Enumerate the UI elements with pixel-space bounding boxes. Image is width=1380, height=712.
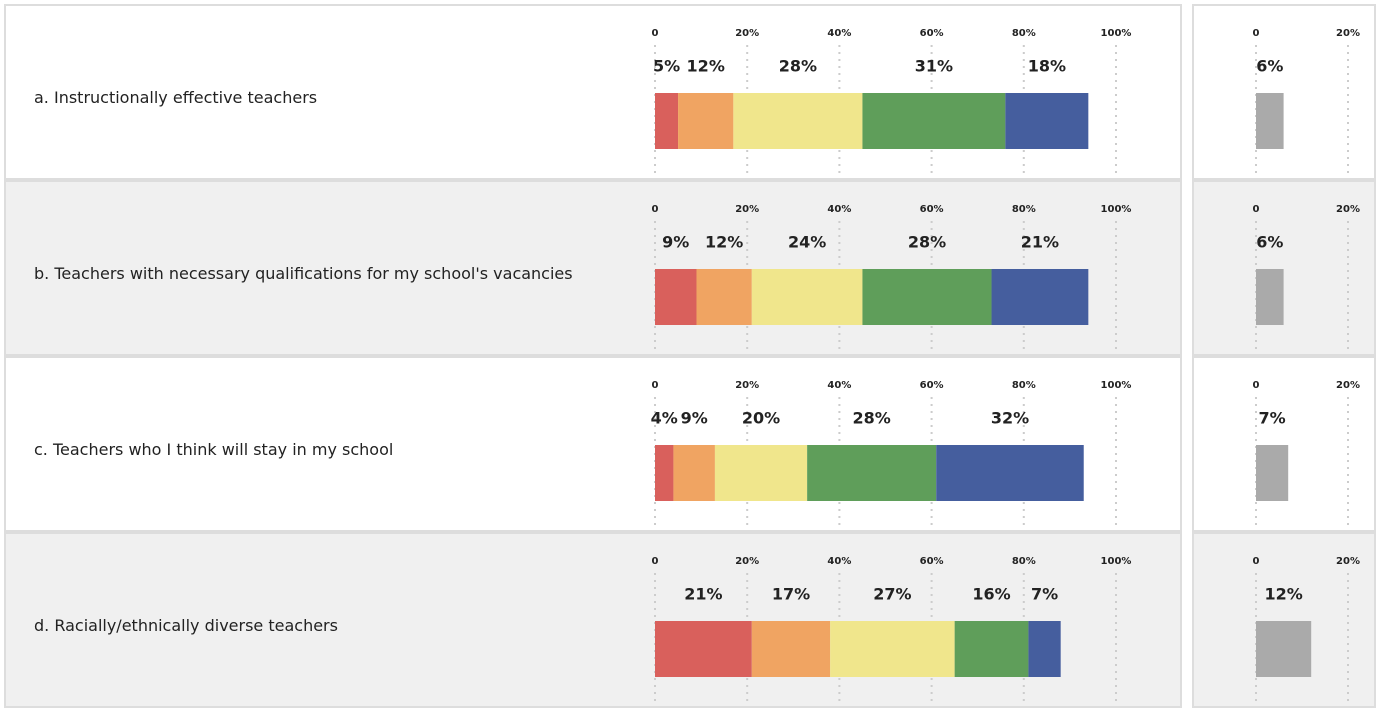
bar-segment	[655, 93, 679, 149]
row-panel	[4, 180, 1182, 356]
x-tick-label: 60%	[920, 556, 944, 567]
bar-segment	[991, 269, 1089, 325]
x-tick-label: 0	[652, 380, 659, 391]
x-tick-label: 0	[1253, 556, 1260, 567]
bar-segment	[673, 445, 715, 501]
x-tick-label: 40%	[827, 204, 851, 215]
bar-segment	[714, 445, 808, 501]
bar-segment	[751, 269, 863, 325]
bar-segment	[733, 93, 863, 149]
bar	[1256, 621, 1312, 677]
value-label: 12%	[705, 233, 743, 252]
x-tick-label: 100%	[1101, 28, 1132, 39]
value-label: 28%	[779, 57, 817, 76]
value-label: 5%	[653, 57, 680, 76]
bar-segment	[751, 621, 831, 677]
value-label: 17%	[772, 585, 810, 604]
value-label: 27%	[873, 585, 911, 604]
x-tick-label: 60%	[920, 204, 944, 215]
row-panel	[1192, 532, 1376, 708]
row-panel	[1192, 180, 1376, 356]
x-tick-label: 0	[1253, 28, 1260, 39]
x-tick-label: 20%	[1336, 204, 1360, 215]
bar-segment	[1028, 621, 1061, 677]
value-label: 28%	[853, 409, 891, 428]
bar-segment	[807, 445, 937, 501]
value-label: 21%	[684, 585, 722, 604]
bar-segment	[862, 269, 992, 325]
bar-segment	[655, 269, 697, 325]
x-tick-label: 20%	[735, 204, 759, 215]
value-label: 4%	[651, 409, 678, 428]
bar-segment	[936, 445, 1084, 501]
value-label: 6%	[1256, 57, 1283, 76]
row-label: c. Teachers who I think will stay in my …	[34, 440, 394, 459]
value-label: 21%	[1021, 233, 1059, 252]
value-label: 18%	[1028, 57, 1066, 76]
row-panel	[4, 356, 1182, 532]
value-label: 12%	[687, 57, 725, 76]
value-label: 31%	[915, 57, 953, 76]
value-label: 32%	[991, 409, 1029, 428]
x-tick-label: 20%	[735, 380, 759, 391]
x-tick-label: 100%	[1101, 204, 1132, 215]
x-tick-label: 80%	[1012, 556, 1036, 567]
x-tick-label: 100%	[1101, 380, 1132, 391]
row-panel	[1192, 4, 1376, 180]
value-label: 12%	[1264, 585, 1302, 604]
x-tick-label: 80%	[1012, 28, 1036, 39]
value-label: 9%	[662, 233, 689, 252]
row-label: d. Racially/ethnically diverse teachers	[34, 616, 338, 635]
bar	[1256, 269, 1284, 325]
x-tick-label: 100%	[1101, 556, 1132, 567]
value-label: 7%	[1031, 585, 1058, 604]
x-tick-label: 20%	[1336, 380, 1360, 391]
value-label: 28%	[908, 233, 946, 252]
x-tick-label: 0	[1253, 380, 1260, 391]
row-panel	[4, 532, 1182, 708]
row-label: a. Instructionally effective teachers	[34, 88, 318, 107]
x-tick-label: 60%	[920, 380, 944, 391]
x-tick-label: 20%	[735, 28, 759, 39]
bar-segment	[655, 621, 752, 677]
value-label: 7%	[1259, 409, 1286, 428]
row-label: b. Teachers with necessary qualification…	[34, 264, 573, 283]
bar-segment	[954, 621, 1029, 677]
row-panel	[1192, 356, 1376, 532]
value-label: 9%	[681, 409, 708, 428]
x-tick-label: 0	[652, 28, 659, 39]
bar-segment	[830, 621, 955, 677]
x-tick-label: 40%	[827, 28, 851, 39]
x-tick-label: 80%	[1012, 204, 1036, 215]
x-tick-label: 20%	[735, 556, 759, 567]
bar	[1256, 445, 1289, 501]
x-tick-label: 40%	[827, 556, 851, 567]
row-panel	[4, 4, 1182, 180]
value-label: 6%	[1256, 233, 1283, 252]
x-tick-label: 20%	[1336, 556, 1360, 567]
x-tick-label: 60%	[920, 28, 944, 39]
x-tick-label: 0	[1253, 204, 1260, 215]
x-tick-label: 40%	[827, 380, 851, 391]
value-label: 20%	[742, 409, 780, 428]
bar-segment	[655, 445, 674, 501]
value-label: 16%	[972, 585, 1010, 604]
x-tick-label: 0	[652, 556, 659, 567]
bar	[1256, 93, 1284, 149]
x-tick-label: 20%	[1336, 28, 1360, 39]
x-tick-label: 0	[652, 204, 659, 215]
bar-segment	[696, 269, 752, 325]
bar-segment	[678, 93, 734, 149]
x-tick-label: 80%	[1012, 380, 1036, 391]
bar-segment	[1005, 93, 1089, 149]
value-label: 24%	[788, 233, 826, 252]
bar-segment	[862, 93, 1006, 149]
